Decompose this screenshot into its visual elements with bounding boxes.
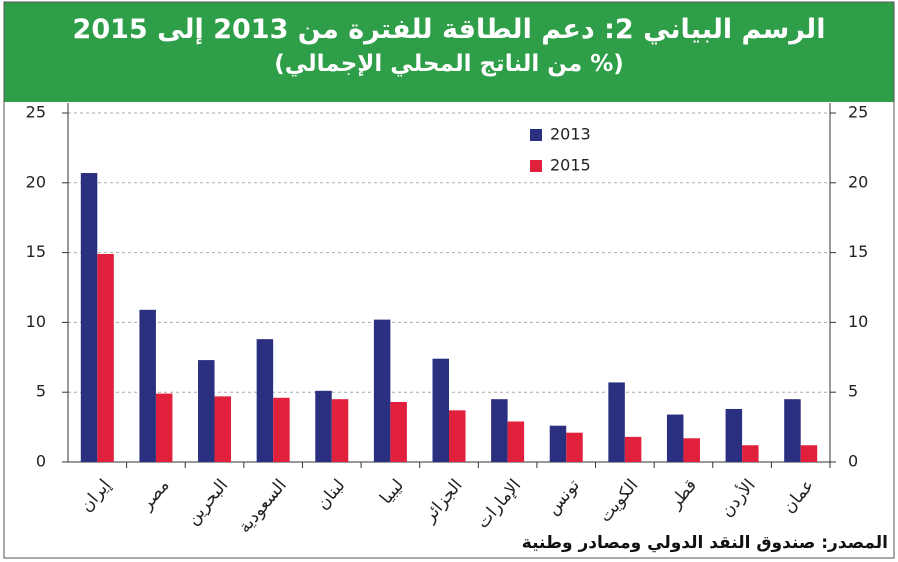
bar <box>155 393 173 462</box>
legend-label: 2015 <box>550 156 591 175</box>
bar <box>491 399 508 462</box>
x-tick-label: إيران <box>76 476 114 516</box>
legend-swatch <box>530 160 542 172</box>
bar <box>624 436 642 462</box>
bar <box>214 396 232 462</box>
bar <box>800 445 818 462</box>
source: المصدر: صندوق النقد الدولي ومصادر وطنية <box>521 533 888 553</box>
bar <box>725 408 743 462</box>
bar <box>549 425 567 462</box>
bar <box>784 399 801 462</box>
x-tick-label: الجزائر <box>419 476 467 527</box>
y2-tick-label: 20 <box>848 172 868 191</box>
y2-tick-label: 25 <box>848 103 868 122</box>
y-tick-label: 25 <box>26 103 46 122</box>
x-tick-label: مصر <box>136 476 173 515</box>
bar <box>139 309 156 462</box>
bar <box>742 445 759 462</box>
bar <box>97 253 114 462</box>
bar <box>608 382 625 462</box>
y2-tick-label: 5 <box>848 382 858 401</box>
x-tick-label: قطر <box>665 476 701 514</box>
y-tick-label: 15 <box>26 242 46 261</box>
x-tick-label: الإمارات <box>473 476 525 533</box>
chart-subtitle: (% من الناتج المحلي الإجمالي) <box>274 51 624 77</box>
bar <box>683 438 700 462</box>
bar <box>373 319 391 462</box>
x-tick-label: الكويت <box>595 476 642 527</box>
x-tick-label: السعودية <box>235 476 291 537</box>
bar <box>390 401 407 462</box>
x-tick-label: الأردن <box>716 475 760 521</box>
bar <box>80 173 98 462</box>
x-tick-label: تونس <box>543 475 584 519</box>
y-tick-label: 0 <box>36 452 46 471</box>
bar <box>507 421 525 462</box>
legend-label: 2013 <box>550 125 591 144</box>
bar <box>256 339 274 462</box>
x-tick-label: لبنان <box>313 476 350 514</box>
y2-tick-label: 10 <box>848 312 868 331</box>
bar <box>273 397 290 462</box>
bar <box>666 414 684 462</box>
bar <box>432 358 449 462</box>
bar <box>315 390 332 462</box>
bar <box>449 410 466 462</box>
y-tick-label: 10 <box>26 312 46 331</box>
header: الرسم البياني 2: دعم الطاقة للفترة من 20… <box>4 2 894 102</box>
x-tick-label: ليبيا <box>376 476 408 509</box>
frame <box>3 1 895 559</box>
bar <box>331 399 349 462</box>
y-tick-label: 20 <box>26 172 46 191</box>
y-tick-label: 5 <box>36 382 46 401</box>
y2-tick-label: 15 <box>848 242 868 261</box>
x-tick-label: عمان <box>779 476 819 518</box>
bar <box>566 432 583 462</box>
chart-title: الرسم البياني 2: دعم الطاقة للفترة من 20… <box>72 14 826 45</box>
bar <box>198 360 215 462</box>
x-tick-label: البحرين <box>183 476 232 530</box>
y2-tick-label: 0 <box>848 452 858 471</box>
legend-swatch <box>530 129 542 141</box>
